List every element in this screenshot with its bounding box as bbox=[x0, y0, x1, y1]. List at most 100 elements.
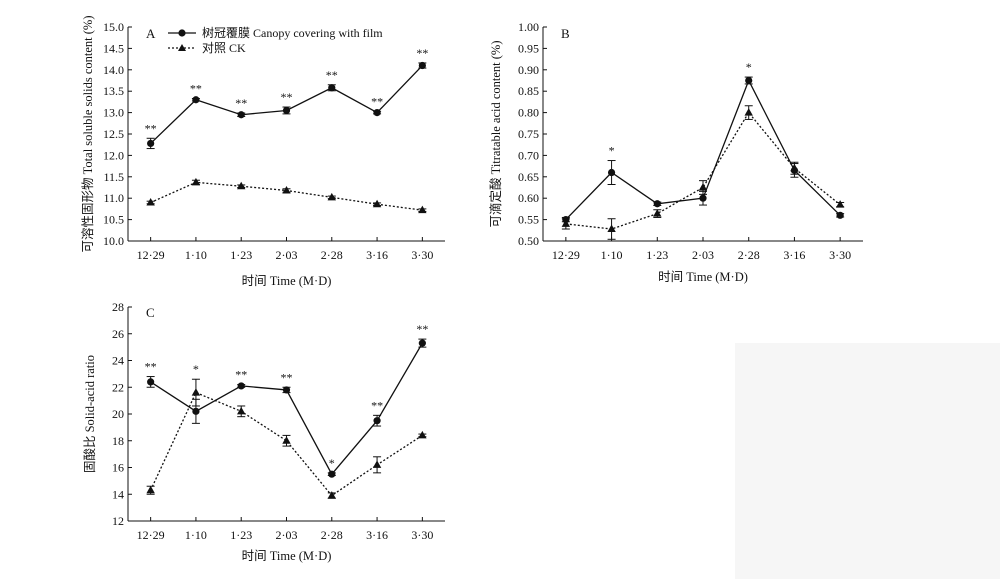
y-tick-label: 0.65 bbox=[518, 170, 539, 184]
y-tick-label: 0.90 bbox=[518, 63, 539, 77]
x-tick-label: 1·23 bbox=[230, 528, 252, 542]
legend-film-marker bbox=[178, 29, 186, 37]
y-axis-label: 固酸比 Solid-acid ratio bbox=[82, 355, 97, 473]
y-tick-label: 10.0 bbox=[103, 234, 124, 248]
data-point-ck bbox=[607, 224, 616, 233]
data-point-ck bbox=[191, 177, 201, 186]
y-tick-label: 0.55 bbox=[518, 213, 539, 227]
x-tick-label: 12·29 bbox=[552, 248, 580, 262]
y-tick-label: 22 bbox=[112, 380, 124, 394]
y-tick-label: 0.70 bbox=[518, 148, 539, 162]
x-tick-label: 1·23 bbox=[646, 248, 668, 262]
y-tick-label: 12.5 bbox=[103, 127, 124, 141]
significance-mark: ** bbox=[326, 68, 338, 82]
x-tick-label: 1·10 bbox=[601, 248, 623, 262]
data-point-ck bbox=[744, 108, 753, 116]
panel-letter: A bbox=[146, 26, 156, 41]
x-tick-label: 2·28 bbox=[321, 248, 343, 262]
data-point-ck bbox=[146, 485, 155, 494]
data-point-film bbox=[418, 339, 426, 347]
data-point-film bbox=[607, 168, 616, 177]
data-point-film bbox=[237, 111, 245, 119]
data-point-ck bbox=[282, 185, 291, 194]
x-axis-label: 时间 Time (M·D) bbox=[658, 270, 748, 284]
data-point-ck bbox=[372, 460, 382, 468]
significance-mark: ** bbox=[281, 90, 293, 104]
y-tick-label: 14.0 bbox=[103, 63, 124, 77]
x-tick-label: 3·30 bbox=[411, 528, 433, 542]
data-point-film bbox=[836, 211, 844, 219]
x-tick-label: 1·10 bbox=[185, 248, 207, 262]
panel-letter: B bbox=[561, 26, 570, 41]
data-point-film bbox=[699, 194, 707, 202]
significance-mark: ** bbox=[281, 370, 293, 384]
x-tick-label: 3·16 bbox=[366, 528, 388, 542]
significance-mark: * bbox=[609, 144, 615, 158]
legend-ck-marker bbox=[178, 44, 186, 51]
x-tick-label: 2·03 bbox=[276, 528, 298, 542]
panel-c-chart: 12 14 16 18 20 22 24 26 28 12·29 1·10 1·23 2·03 2·28 3… bbox=[82, 300, 445, 563]
x-tick-label: 12·29 bbox=[137, 248, 165, 262]
data-point-ck bbox=[191, 388, 201, 396]
x-tick-label: 2·28 bbox=[321, 528, 343, 542]
y-tick-label: 11.0 bbox=[103, 191, 124, 205]
data-point-ck bbox=[418, 205, 427, 214]
data-point-film bbox=[418, 61, 426, 70]
y-tick-label: 24 bbox=[112, 354, 124, 368]
y-tick-label: 14 bbox=[112, 487, 124, 501]
significance-mark: ** bbox=[371, 398, 383, 412]
panel-b-chart: 0.50 0.55 0.60 0.65 0.70 0.75 0.80 0.85 0.90 0.95… bbox=[488, 20, 863, 284]
y-tick-label: 18 bbox=[112, 434, 124, 448]
x-tick-label: 2·03 bbox=[692, 248, 714, 262]
significance-mark: ** bbox=[235, 368, 247, 382]
data-point-film bbox=[328, 470, 336, 478]
panel-letter: C bbox=[146, 305, 155, 320]
data-point-ck bbox=[327, 192, 336, 201]
data-point-film bbox=[745, 76, 753, 85]
y-tick-label: 12.0 bbox=[103, 148, 124, 162]
data-point-ck bbox=[835, 200, 845, 208]
data-point-film bbox=[653, 200, 661, 208]
data-point-film bbox=[237, 382, 245, 390]
significance-mark: ** bbox=[145, 360, 157, 374]
data-point-ck bbox=[146, 197, 155, 206]
y-tick-label: 0.80 bbox=[518, 106, 539, 120]
data-point-film bbox=[282, 106, 291, 115]
data-point-film bbox=[147, 378, 155, 386]
panel-a-chart: 10.0 10.5 11.0 11.5 12.0 12.5 13.0 13.5 14.0 14.5… bbox=[80, 16, 445, 288]
data-point-ck bbox=[327, 491, 336, 499]
data-point-ck bbox=[418, 430, 427, 439]
y-tick-label: 0.85 bbox=[518, 84, 539, 98]
data-point-ck bbox=[698, 183, 708, 191]
legend-film-label: 树冠覆膜 Canopy covering with film bbox=[202, 25, 383, 40]
y-tick-label: 0.60 bbox=[518, 191, 539, 205]
y-axis-label: 可滴定酸 Titratable acid content (%) bbox=[488, 41, 503, 228]
x-tick-label: 3·16 bbox=[366, 248, 388, 262]
significance-mark: * bbox=[193, 362, 199, 376]
data-point-ck bbox=[561, 219, 571, 227]
y-tick-label: 0.95 bbox=[518, 41, 539, 55]
data-point-film bbox=[192, 96, 200, 104]
data-point-film bbox=[328, 84, 336, 92]
x-tick-label: 3·16 bbox=[783, 248, 805, 262]
y-tick-label: 28 bbox=[112, 300, 124, 314]
y-tick-label: 13.5 bbox=[103, 84, 124, 98]
significance-mark: * bbox=[329, 456, 335, 470]
data-point-film bbox=[282, 386, 291, 394]
y-tick-label: 12 bbox=[112, 514, 124, 528]
y-tick-label: 0.75 bbox=[518, 127, 539, 141]
x-tick-label: 2·28 bbox=[738, 248, 760, 262]
x-tick-label: 3·30 bbox=[411, 248, 433, 262]
data-point-film bbox=[373, 417, 381, 425]
significance-mark: ** bbox=[416, 46, 428, 60]
y-tick-label: 26 bbox=[112, 327, 124, 341]
x-axis-label: 时间 Time (M·D) bbox=[242, 549, 332, 563]
data-point-ck bbox=[282, 436, 291, 444]
y-axis-label: 可溶性固形物 Total soluble solids content (%) bbox=[80, 16, 95, 253]
y-tick-label: 11.5 bbox=[103, 170, 124, 184]
y-tick-label: 0.50 bbox=[518, 234, 539, 248]
x-tick-label: 1·23 bbox=[230, 248, 252, 262]
x-axis-label: 时间 Time (M·D) bbox=[242, 274, 332, 288]
significance-mark: ** bbox=[371, 94, 383, 108]
data-point-ck bbox=[372, 199, 382, 208]
